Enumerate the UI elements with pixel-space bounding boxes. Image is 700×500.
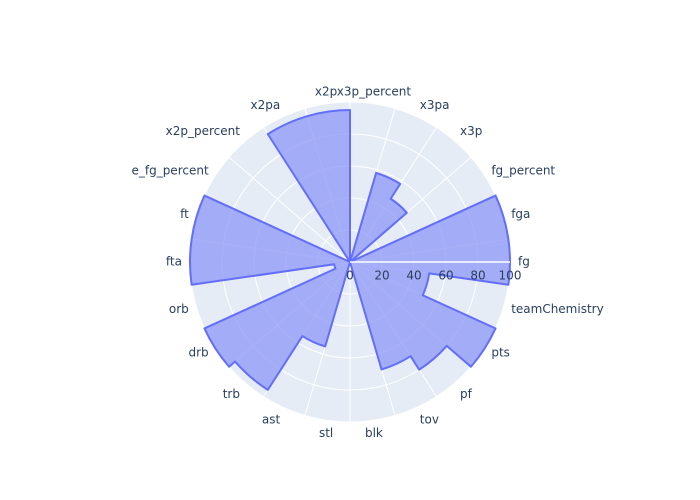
angular-label-fga: fga: [511, 207, 530, 221]
angular-label-teamchemistry: teamChemistry: [511, 302, 604, 316]
angular-label-fg-percent: fg_percent: [491, 164, 555, 178]
angular-label-fg: fg: [518, 255, 530, 269]
angular-label-ft: ft: [180, 207, 189, 221]
angular-label-drb: drb: [188, 345, 208, 359]
data-area: [189, 109, 511, 391]
radial-tick-label: 60: [438, 269, 453, 283]
angular-label-stl: stl: [319, 426, 333, 440]
angular-label-x3p-percent: x3p_percent: [337, 85, 412, 99]
angular-label-x2p-percent: x2p_percent: [166, 124, 241, 138]
radial-axis: 0 20 40 60 80 100: [346, 261, 522, 283]
angular-label-e-fg-percent: e_fg_percent: [131, 164, 208, 178]
angular-label-pf: pf: [460, 387, 473, 401]
radial-tick-label: 80: [470, 269, 485, 283]
angular-gridline: [228, 156, 351, 263]
angular-label-blk: blk: [365, 426, 383, 440]
radial-tick-label: 20: [374, 269, 389, 283]
angular-label-trb: trb: [223, 387, 240, 401]
angular-label-x2pa: x2pa: [250, 98, 280, 112]
radial-tick-label: 40: [406, 269, 421, 283]
angular-label-orb: orb: [169, 302, 189, 316]
angular-label-x3p: x3p: [460, 124, 482, 138]
angular-label-x3pa: x3pa: [420, 98, 450, 112]
radial-tick-label: 100: [499, 269, 522, 283]
angular-label-ast: ast: [262, 413, 281, 427]
angular-label-x2p: x2p: [315, 85, 337, 99]
angular-label-tov: tov: [420, 413, 439, 427]
radial-tick-label: 0: [346, 269, 354, 283]
series-area: [189, 109, 511, 391]
angular-label-fta: fta: [166, 255, 182, 269]
angular-label-pts: pts: [491, 345, 510, 359]
